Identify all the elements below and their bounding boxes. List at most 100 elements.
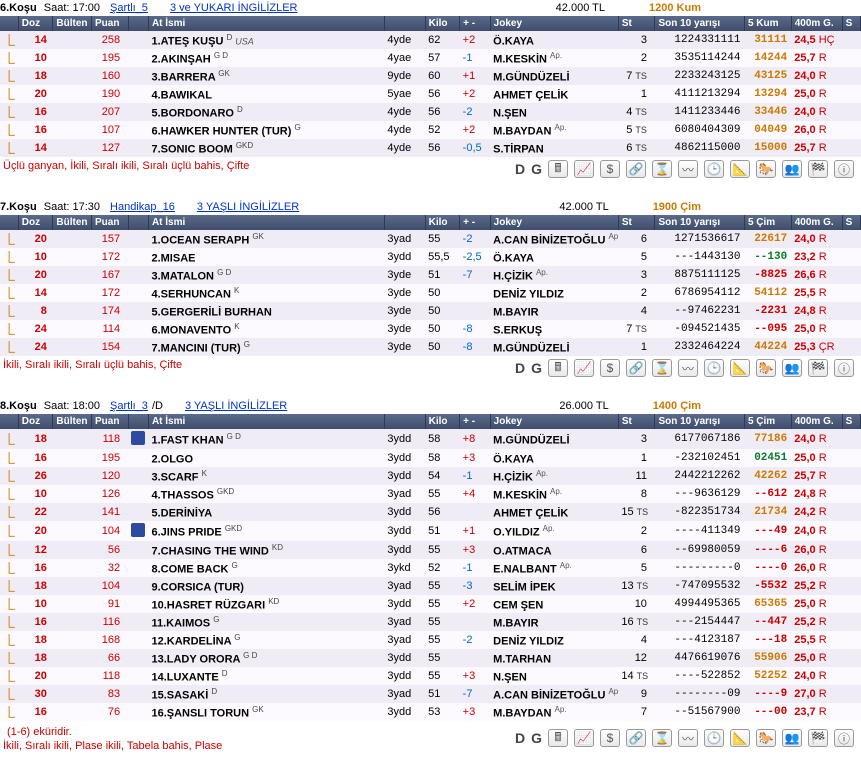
flag-icon[interactable]: 🏁 [808, 359, 828, 377]
horse-row[interactable]: ⎿ 20 157 1.OCEAN SERAPH GK 3yad 55 -2 A.… [0, 230, 861, 248]
people-icon[interactable]: 👥 [782, 729, 802, 747]
col-puan[interactable]: Puan [92, 16, 129, 31]
col-form[interactable]: 5 Çim [744, 215, 791, 230]
horse-name[interactable]: 6.MONAVENTO K [148, 320, 384, 338]
horse-row[interactable]: ⎿ 16 207 5.BORDONARO D 4yde 56 -2 N.ŞEN … [0, 103, 861, 121]
diag-icon[interactable]: 🔗 [626, 359, 646, 377]
horse-name[interactable]: 1.ATEŞ KUŞU D USA [148, 31, 384, 49]
horse-row[interactable]: ⎿ 30 83 15.SASAKİ D 3yad 51 -7 A.CAN BİN… [0, 685, 861, 703]
horse-name[interactable]: 6.HAWKER HUNTER (TUR) G [148, 121, 384, 139]
class-link[interactable]: 3 YAŞLI İNGİLİZLER [197, 201, 299, 213]
horse-name[interactable]: 3.SCARF K [148, 467, 384, 485]
horse-row[interactable]: ⎿ 14 172 4.SERHUNCAN K 3yde 50 DENİZ YIL… [0, 284, 861, 302]
horse-row[interactable]: ⎿ 16 195 2.OLGO 3ydd 58 +3 Ö.KAYA 1 -232… [0, 449, 861, 467]
letter-g-icon[interactable]: G [531, 160, 542, 178]
horse-name[interactable]: 7.SONIC BOOM GKD [148, 139, 384, 157]
clock-icon[interactable]: 🕒 [704, 359, 724, 377]
horse-row[interactable]: ⎿ 8 174 5.GERGERİLİ BURHAN 3yde 50 M.BAY… [0, 302, 861, 320]
info-icon[interactable]: ⓘ [834, 160, 854, 178]
col-at[interactable]: At İsmi [148, 16, 384, 31]
horse-name[interactable]: 2.AKINŞAH G D [148, 49, 384, 67]
letter-d-icon[interactable]: D [515, 729, 525, 747]
horse-row[interactable]: ⎿ 20 104 6.JINS PRIDE GKD 3ydd 51 +1 O.Y… [0, 521, 861, 541]
col-pm[interactable]: + - [460, 16, 491, 31]
horse-name[interactable]: 15.SASAKİ D [148, 685, 384, 703]
horse-name[interactable]: 4.THASSOS GKD [148, 485, 384, 503]
horse-name[interactable]: 5.GERGERİLİ BURHAN [148, 302, 384, 320]
chart-icon[interactable]: 📈 [574, 160, 594, 178]
clock-icon[interactable]: 🕒 [704, 729, 724, 747]
horse-row[interactable]: ⎿ 24 154 7.MANCINI (TUR) G 3yde 50 -8 M.… [0, 338, 861, 356]
col-pm[interactable]: + - [460, 215, 491, 230]
horse-name[interactable]: 5.BORDONARO D [148, 103, 384, 121]
col-son10[interactable]: Son 10 yarışı [655, 215, 745, 230]
chart-icon[interactable]: 📈 [574, 359, 594, 377]
col-st[interactable]: St [618, 414, 655, 429]
info-icon[interactable]: ⓘ [834, 359, 854, 377]
horse-row[interactable]: ⎿ 10 91 10.HASRET RÜZGARI KD 3ydd 55 +2 … [0, 595, 861, 613]
col-g400[interactable]: 400m G. [791, 215, 842, 230]
math-icon[interactable]: 📐 [730, 160, 750, 178]
horse-row[interactable]: ⎿ 18 160 3.BARRERA GK 9yde 60 +1 M.GÜNDÜ… [0, 67, 861, 85]
chart-icon[interactable]: 📈 [574, 729, 594, 747]
horse-row[interactable]: ⎿ 26 120 3.SCARF K 3ydd 54 -1 H.ÇİZİK Ap… [0, 467, 861, 485]
letter-g-icon[interactable]: G [531, 359, 542, 377]
col-bulten[interactable]: Bülten [53, 414, 92, 429]
horse-row[interactable]: ⎿ 18 66 13.LADY ORORA G D 3ydd 55 M.TARH… [0, 649, 861, 667]
horse-row[interactable]: ⎿ 10 195 2.AKINŞAH G D 4yae 57 -1 M.KESK… [0, 49, 861, 67]
col-bulten[interactable]: Bülten [53, 16, 92, 31]
$-icon[interactable]: $ [600, 160, 620, 178]
calc-icon[interactable]: 🖩 [548, 359, 568, 377]
line-icon[interactable]: 〰 [678, 729, 698, 747]
horses-icon[interactable]: 🐎 [756, 160, 776, 178]
horse-row[interactable]: ⎿ 18 168 12.KARDELİNA G 3yad 55 -2 DENİZ… [0, 631, 861, 649]
calc-icon[interactable]: 🖩 [548, 729, 568, 747]
horse-name[interactable]: 2.MISAE [148, 248, 384, 266]
horse-row[interactable]: ⎿ 16 32 8.COME BACK G 3ykd 52 -1 E.NALBA… [0, 559, 861, 577]
horse-row[interactable]: ⎿ 16 76 16.ŞANSLI TORUN GK 3ydd 53 +3 M.… [0, 703, 861, 721]
col-s[interactable]: S [842, 414, 860, 429]
horse-name[interactable]: 4.SERHUNCAN K [148, 284, 384, 302]
condition-link[interactable]: Şartlı_3 [110, 400, 148, 412]
people-icon[interactable]: 👥 [782, 359, 802, 377]
col-pm[interactable]: + - [460, 414, 491, 429]
horse-name[interactable]: 4.BAWIKAL [148, 85, 384, 103]
horse-row[interactable]: ⎿ 18 118 1.FAST KHAN G D 3ydd 58 +8 M.GÜ… [0, 429, 861, 449]
horse-name[interactable]: 1.FAST KHAN G D [148, 429, 384, 449]
col-kilo[interactable]: Kilo [425, 16, 460, 31]
horse-name[interactable]: 1.OCEAN SERAPH GK [148, 230, 384, 248]
calc-icon[interactable]: 🖩 [548, 160, 568, 178]
col-g400[interactable]: 400m G. [791, 414, 842, 429]
horse-row[interactable]: ⎿ 10 172 2.MISAE 3ydd 55,5 -2,5 Ö.KAYA 5… [0, 248, 861, 266]
horse-name[interactable]: 2.OLGO [148, 449, 384, 467]
col-doz[interactable]: Doz [18, 16, 53, 31]
math-icon[interactable]: 📐 [730, 359, 750, 377]
col-jokey[interactable]: Jokey [490, 215, 618, 230]
col-s[interactable]: S [842, 16, 860, 31]
condition-link[interactable]: Handikap_16 [110, 201, 175, 213]
horse-name[interactable]: 3.BARRERA GK [148, 67, 384, 85]
line-icon[interactable]: 〰 [678, 160, 698, 178]
horse-name[interactable]: 11.KAIMOS G [148, 613, 384, 631]
horse-row[interactable]: ⎿ 14 258 1.ATEŞ KUŞU D USA 4yde 62 +2 Ö.… [0, 31, 861, 49]
horse-row[interactable]: ⎿ 22 141 5.DERİNİYA 3ydd 56 AHMET ÇELİK … [0, 503, 861, 521]
horse-name[interactable]: 16.ŞANSLI TORUN GK [148, 703, 384, 721]
horse-name[interactable]: 10.HASRET RÜZGARI KD [148, 595, 384, 613]
col-son10[interactable]: Son 10 yarışı [655, 16, 745, 31]
col-s[interactable]: S [842, 215, 860, 230]
line-icon[interactable]: 〰 [678, 359, 698, 377]
horses-icon[interactable]: 🐎 [756, 359, 776, 377]
horse-row[interactable]: ⎿ 18 104 9.CORSICA (TUR) 3yad 55 -3 SELİ… [0, 577, 861, 595]
hourglass-icon[interactable]: ⌛ [652, 160, 672, 178]
horse-name[interactable]: 13.LADY ORORA G D [148, 649, 384, 667]
letter-d-icon[interactable]: D [515, 359, 525, 377]
col-kilo[interactable]: Kilo [425, 215, 460, 230]
flag-icon[interactable]: 🏁 [808, 729, 828, 747]
col-at[interactable]: At İsmi [148, 215, 384, 230]
horse-name[interactable]: 7.CHASING THE WIND KD [148, 541, 384, 559]
horse-row[interactable]: ⎿ 14 127 7.SONIC BOOM GKD 4yde 56 -0,5 S… [0, 139, 861, 157]
class-link[interactable]: 3 YAŞLI İNGİLİZLER [185, 400, 287, 412]
horse-row[interactable]: ⎿ 20 167 3.MATALON G D 3yde 51 -7 H.ÇİZİ… [0, 266, 861, 284]
diag-icon[interactable]: 🔗 [626, 729, 646, 747]
flag-icon[interactable]: 🏁 [808, 160, 828, 178]
